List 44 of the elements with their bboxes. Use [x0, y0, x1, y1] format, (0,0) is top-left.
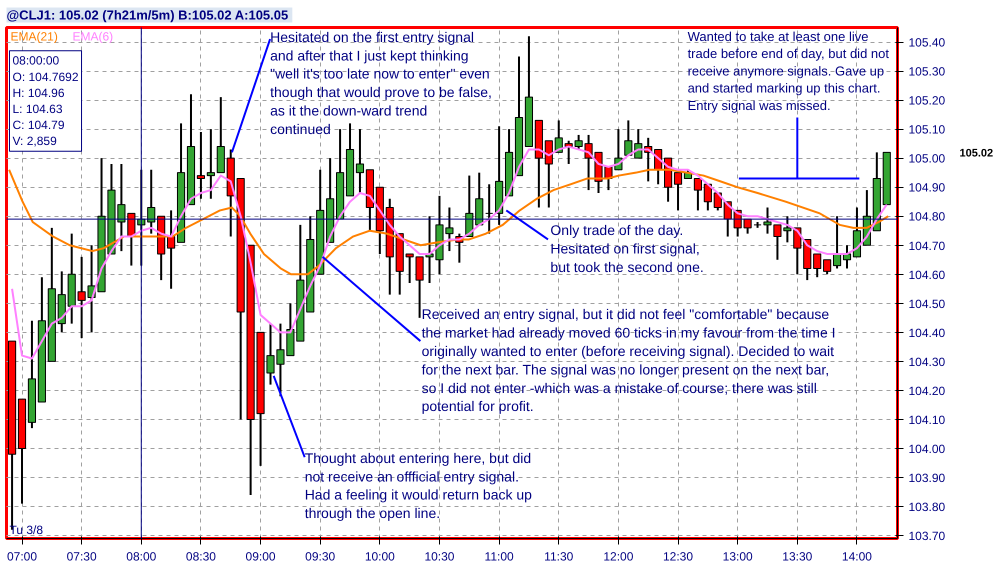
- text: EMA(21): [10, 30, 58, 44]
- annotation: 08:00:00 O: 104.7692 H: 104.96 L: 104.63 C: 104.79 V: 2,859: [12, 54, 79, 148]
- text: 105.02: [960, 147, 994, 160]
- x-tick-label: 14:00: [842, 550, 872, 564]
- x-tick-label: 08:30: [186, 550, 216, 564]
- x-tick-label: 10:30: [424, 550, 455, 564]
- y-tick-label: 103.80: [908, 500, 946, 514]
- y-tick-label: 105.30: [908, 64, 946, 79]
- annotation: Thought about entering here, but did not receive an offficial entry signal. Had a feeling it would return back up through the open line.: [304, 450, 532, 522]
- y-tick-label: 104.30: [908, 354, 946, 369]
- x-tick-label: 09:00: [246, 550, 276, 564]
- x-tick-label: 13:30: [782, 550, 813, 564]
- x-tick-label: 07:30: [66, 550, 97, 564]
- x-tick-label: 12:30: [663, 550, 694, 564]
- annotation: Tu 3/8: [9, 523, 44, 538]
- x-tick-label: 13:00: [722, 550, 754, 564]
- y-tick-label: 104.80: [908, 210, 946, 224]
- y-tick-label: 104.50: [908, 296, 946, 311]
- annotation: Received an entry signal, but it did not feel "comfortable" because the market had already moved 60 ticks in my favour from the time I originally wanted to enter (before receiving signal). Decided to wait for the next bar. The signal was no longer present on the next bar, so I did not enter -which was a mistake of course; there was still potential for profit.: [422, 306, 836, 414]
- x-tick-label: 11:30: [544, 550, 574, 564]
- chart-title: @CLJ1: 105.02 (7h21m/5m) B:105.02 A:105.05: [6, 8, 288, 22]
- y-tick-label: 105.10: [908, 122, 946, 137]
- y-tick-label: 103.70: [908, 529, 946, 544]
- y-tick-label: 105.40: [908, 36, 946, 50]
- annotation: Hesitated on the first entry signal and after that I just kept thinking "well it's too late now to enter" even though that would prove to be false, as it the down-ward trend continued: [270, 28, 492, 137]
- annotation: Only trade of the day. Hesitated on first signal, but took the second one.: [550, 222, 704, 275]
- y-tick-label: 104.70: [908, 238, 946, 253]
- y-tick-label: 104.20: [908, 384, 946, 398]
- y-tick-label: 104.40: [908, 326, 946, 340]
- y-tick-label: 105.00: [908, 152, 946, 166]
- x-tick-label: 10:00: [364, 550, 396, 564]
- y-tick-label: 103.90: [908, 471, 946, 486]
- y-tick-label: 105.20: [908, 94, 946, 108]
- x-tick-label: 08:00: [126, 550, 157, 564]
- x-tick-label: 11:00: [484, 550, 514, 564]
- y-tick-label: 104.90: [908, 180, 946, 195]
- y-tick-label: 104.60: [908, 268, 946, 282]
- x-tick-label: 09:30: [305, 550, 336, 564]
- y-tick-label: 104.10: [908, 412, 946, 427]
- text: EMA(6): [72, 30, 114, 44]
- x-tick-label: 07:00: [6, 550, 38, 564]
- annotation: Wanted to take at least one live trade before end of day, but did not receive anymore signals. Gave up and started marking up this chart. Entry signal was missed.: [688, 28, 890, 113]
- y-tick-label: 104.00: [908, 442, 946, 456]
- x-tick-label: 12:00: [603, 550, 634, 564]
